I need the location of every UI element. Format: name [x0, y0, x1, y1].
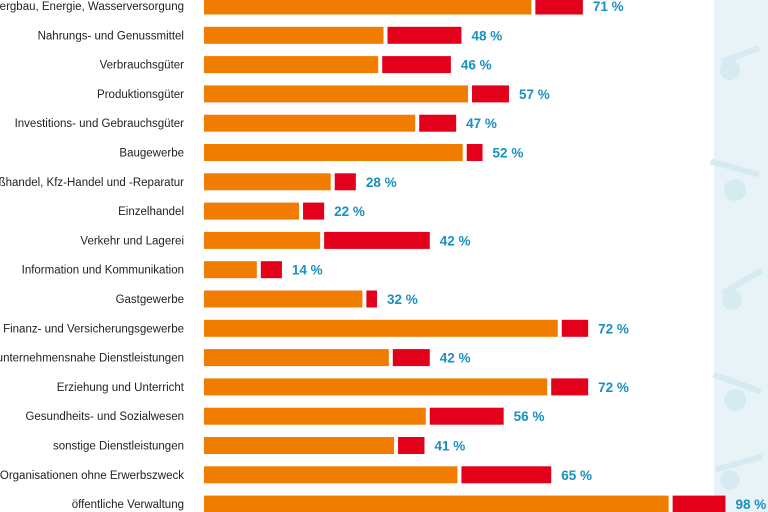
total-value-label: 28 % [366, 175, 397, 190]
total-value-label: 57 % [519, 87, 550, 102]
bar-segment-2 [303, 202, 325, 220]
bar-segment-2 [466, 144, 483, 161]
bar-segment-2 [334, 173, 356, 191]
bar-segment-1 [204, 319, 558, 337]
decorative-worker-silhouettes [710, 0, 768, 512]
bar-segment-2 [398, 437, 425, 454]
bar-segment-2 [366, 290, 377, 308]
bar-segment-1 [204, 56, 379, 74]
total-value-label: 14 % [292, 263, 323, 278]
total-value-label: 47 % [466, 116, 497, 131]
total-value-label: 42 % [440, 351, 471, 366]
category-label: Nahrungs- und Genussmittel [38, 30, 184, 42]
total-value-label: 22 % [334, 204, 365, 219]
total-value-label: 46 % [461, 58, 492, 73]
category-label: Großhandel, Kfz-Handel und -Reparatur [0, 177, 184, 189]
category-label: Gastgewerbe [116, 294, 184, 306]
bar-segment-2 [551, 378, 589, 396]
total-value-label: 52 % [493, 146, 524, 161]
category-label: öffentliche Verwaltung [72, 499, 184, 511]
category-label: unternehmensnahe Dienstleistungen [0, 353, 184, 365]
bar-segment-1 [204, 437, 395, 454]
total-value-label: 65 % [561, 468, 592, 483]
bar-segment-1 [204, 144, 463, 161]
bar-segment-1 [204, 495, 669, 512]
bar-segment-2 [672, 495, 726, 512]
category-label: Gesundheits- und Sozialwesen [25, 411, 184, 423]
category-label: Investitions- und Gebrauchsgüter [15, 118, 185, 130]
total-value-label: 72 % [598, 321, 629, 336]
category-label: Bergbau, Energie, Wasserversorgung [0, 1, 184, 13]
bar-segment-2 [419, 114, 457, 132]
category-label: Verkehr und Lagerei [80, 235, 184, 247]
bar-segment-2 [324, 231, 430, 249]
bar-segment-1 [204, 202, 300, 220]
total-value-label: 32 % [387, 292, 418, 307]
bar-segment-1 [204, 466, 458, 484]
total-value-label: 72 % [598, 380, 629, 395]
bar-segment-1 [204, 114, 416, 132]
bar-segment-1 [204, 26, 384, 44]
category-label: Baugewerbe [119, 148, 184, 160]
category-label: Organisationen ohne Erwerbszweck [0, 470, 184, 482]
bar-segment-1 [204, 231, 321, 249]
bar-segment-2 [535, 0, 583, 15]
category-label: Finanz- und Versicherungsgewerbe [3, 323, 184, 335]
total-value-label: 42 % [440, 233, 471, 248]
category-label: Erziehung und Unterricht [57, 382, 185, 394]
bar-segment-2 [429, 407, 504, 425]
bar-segment-1 [204, 349, 389, 367]
bar-segment-1 [204, 85, 468, 103]
bar-segment-1 [204, 0, 532, 15]
category-label: Verbrauchsgüter [100, 60, 185, 72]
category-label: Produktionsgüter [97, 89, 184, 101]
bar-segment-1 [204, 290, 363, 308]
category-label: Einzelhandel [118, 206, 184, 218]
bar-segment-2 [472, 85, 509, 103]
bar-segment-1 [204, 378, 548, 396]
total-value-label: 41 % [434, 439, 465, 454]
total-value-label: 48 % [471, 28, 502, 43]
bar-segment-2 [392, 349, 430, 367]
category-label: sonstige Dienstleistungen [53, 441, 184, 453]
total-value-label: 71 % [593, 0, 624, 14]
total-value-label: 98 % [735, 497, 766, 512]
category-label: Information und Kommunikation [22, 265, 184, 277]
bar-segment-2 [461, 466, 552, 484]
bar-segment-2 [387, 26, 462, 44]
bar-segment-1 [204, 173, 331, 191]
bar-segment-2 [561, 319, 589, 337]
total-value-label: 56 % [514, 409, 545, 424]
bar-segment-1 [204, 261, 257, 279]
bar-segment-2 [382, 56, 451, 74]
bar-segment-2 [260, 261, 282, 279]
bar-segment-1 [204, 407, 426, 425]
